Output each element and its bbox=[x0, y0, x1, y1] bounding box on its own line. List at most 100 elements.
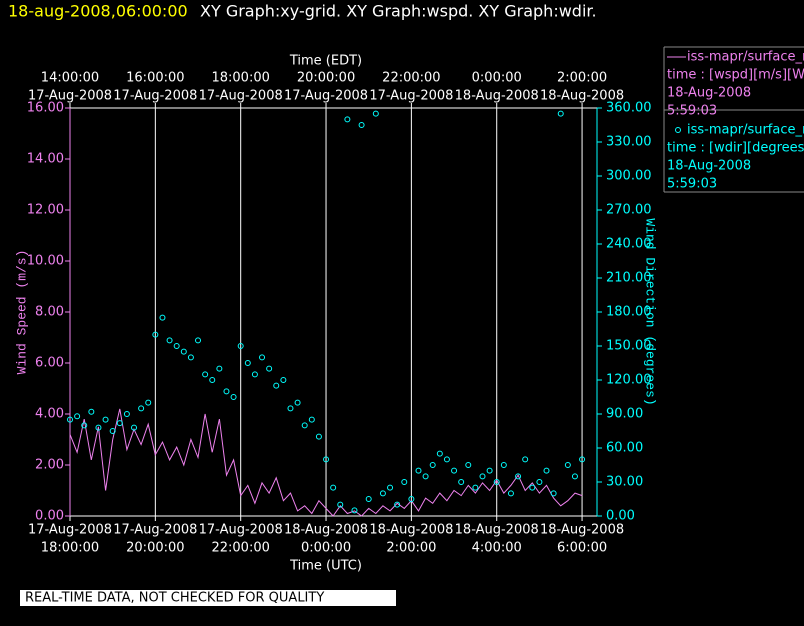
x-tick-date: 17-Aug-2008 bbox=[113, 523, 197, 538]
wind-direction-point bbox=[180, 348, 187, 355]
wind-direction-point bbox=[308, 416, 315, 423]
y2-tick-label: 270.00 bbox=[606, 203, 652, 218]
wind-direction-point bbox=[223, 388, 230, 395]
x-tick-label: 2:00:00 bbox=[386, 541, 436, 556]
wind-direction-point bbox=[74, 413, 81, 420]
x-tick-label: 20:00:00 bbox=[126, 541, 184, 556]
y2-tick-label: 180.00 bbox=[606, 305, 652, 320]
x2-tick-date: 17-Aug-2008 bbox=[113, 89, 197, 104]
x-tick-label: 22:00:00 bbox=[211, 541, 269, 556]
y2-tick-label: 60.00 bbox=[606, 441, 643, 456]
wind-direction-point bbox=[323, 456, 330, 463]
wind-direction-point bbox=[344, 116, 351, 123]
x-tick-label: 4:00:00 bbox=[472, 541, 522, 556]
x2-tick-date: 17-Aug-2008 bbox=[28, 89, 112, 104]
wind-direction-point bbox=[451, 467, 458, 474]
y-axis-title: Wind Speed (m/s) bbox=[14, 250, 29, 375]
wind-direction-point bbox=[415, 467, 422, 474]
wind-direction-point bbox=[251, 371, 258, 378]
wind-direction-point bbox=[472, 484, 479, 491]
wind-direction-point bbox=[202, 371, 209, 378]
wind-direction-point bbox=[436, 450, 443, 457]
x2-tick-label: 2:00:00 bbox=[557, 71, 607, 86]
wind-direction-point bbox=[372, 110, 379, 117]
wind-direction-point bbox=[493, 479, 500, 485]
wind-direction-point bbox=[564, 462, 571, 468]
wind-direction-point bbox=[273, 382, 280, 389]
x2-tick-label: 16:00:00 bbox=[126, 71, 184, 86]
x-tick-date: 18-Aug-2008 bbox=[540, 523, 624, 538]
x-tick-date: 18-Aug-2008 bbox=[369, 523, 453, 538]
wind-direction-point bbox=[579, 456, 586, 463]
x-tick-date: 17-Aug-2008 bbox=[199, 523, 283, 538]
y2-tick-label: 0.00 bbox=[606, 509, 635, 524]
wind-direction-point bbox=[379, 490, 386, 497]
wind-direction-point bbox=[543, 467, 550, 474]
legend-date: 18-Aug-2008 bbox=[667, 86, 751, 101]
y2-tick-label: 150.00 bbox=[606, 339, 652, 354]
y-tick-label: 10.00 bbox=[27, 254, 64, 269]
wind-direction-point bbox=[266, 365, 273, 372]
wind-direction-point bbox=[571, 473, 578, 480]
wind-direction-point bbox=[458, 479, 465, 485]
x2-tick-date: 17-Aug-2008 bbox=[369, 89, 453, 104]
timestamp: 18-aug-2008,06:00:00 bbox=[8, 2, 188, 21]
wind-direction-point bbox=[173, 343, 180, 349]
y-tick-label: 14.00 bbox=[27, 152, 64, 167]
x-axis-title: Time (UTC) bbox=[289, 559, 362, 574]
y2-tick-label: 30.00 bbox=[606, 475, 643, 490]
wind-direction-point bbox=[443, 456, 450, 463]
wind-direction-point bbox=[301, 422, 308, 429]
wind-direction-point bbox=[486, 467, 493, 474]
x-tick-date: 18-Aug-2008 bbox=[284, 523, 368, 538]
y2-tick-label: 330.00 bbox=[606, 135, 652, 150]
wind-direction-point bbox=[287, 405, 294, 412]
y-tick-label: 4.00 bbox=[35, 407, 64, 422]
wind-direction-point bbox=[507, 490, 514, 497]
x-tick-label: 6:00:00 bbox=[557, 541, 607, 556]
wind-direction-point bbox=[88, 408, 95, 415]
wind-direction-point bbox=[387, 484, 394, 491]
graph-list: XY Graph:xy-grid. XY Graph:wspd. XY Grap… bbox=[200, 2, 597, 21]
x2-tick-label: 18:00:00 bbox=[211, 71, 269, 86]
y2-tick-label: 120.00 bbox=[606, 373, 652, 388]
wind-direction-point bbox=[259, 354, 266, 361]
wind-direction-point bbox=[429, 462, 436, 468]
wind-direction-point bbox=[109, 428, 116, 434]
wind-direction-point bbox=[138, 405, 145, 412]
wind-speed-line bbox=[69, 408, 583, 517]
wind-direction-point bbox=[166, 337, 173, 344]
x2-axis-title: Time (EDT) bbox=[289, 54, 362, 69]
legend-time: 5:59:03 bbox=[667, 177, 717, 192]
wind-direction-point bbox=[67, 416, 73, 423]
wind-direction-point bbox=[116, 420, 123, 427]
y2-tick-label: 300.00 bbox=[606, 169, 652, 184]
wind-direction-point bbox=[500, 462, 507, 468]
wind-direction-point bbox=[145, 399, 152, 406]
y2-tick-label: 240.00 bbox=[606, 237, 652, 252]
legend-variable: time : [wspd][m/s][Wind bbox=[667, 68, 804, 83]
wind-direction-point bbox=[187, 354, 194, 361]
notice-box bbox=[20, 590, 396, 606]
x2-tick-label: 0:00:00 bbox=[472, 71, 522, 86]
x-tick-label: 18:00:00 bbox=[41, 541, 99, 556]
legend-date: 18-Aug-2008 bbox=[667, 159, 751, 174]
x2-tick-label: 20:00:00 bbox=[297, 71, 355, 86]
y-tick-label: 12.00 bbox=[27, 203, 64, 218]
wind-direction-point bbox=[209, 377, 216, 383]
wind-direction-point bbox=[152, 331, 159, 338]
wind-direction-point bbox=[294, 399, 301, 406]
wind-direction-point bbox=[557, 110, 564, 117]
x2-tick-label: 22:00:00 bbox=[382, 71, 440, 86]
x-tick-date: 18-Aug-2008 bbox=[455, 523, 539, 538]
wind-direction-point bbox=[216, 365, 223, 372]
wind-direction-point bbox=[95, 424, 102, 431]
wind-direction-point bbox=[401, 479, 408, 485]
x2-tick-label: 14:00:00 bbox=[41, 71, 99, 86]
wind-direction-point bbox=[358, 122, 365, 128]
wind-direction-point bbox=[365, 496, 372, 502]
y2-tick-label: 360.00 bbox=[606, 101, 652, 116]
wind-direction-point bbox=[408, 496, 415, 502]
